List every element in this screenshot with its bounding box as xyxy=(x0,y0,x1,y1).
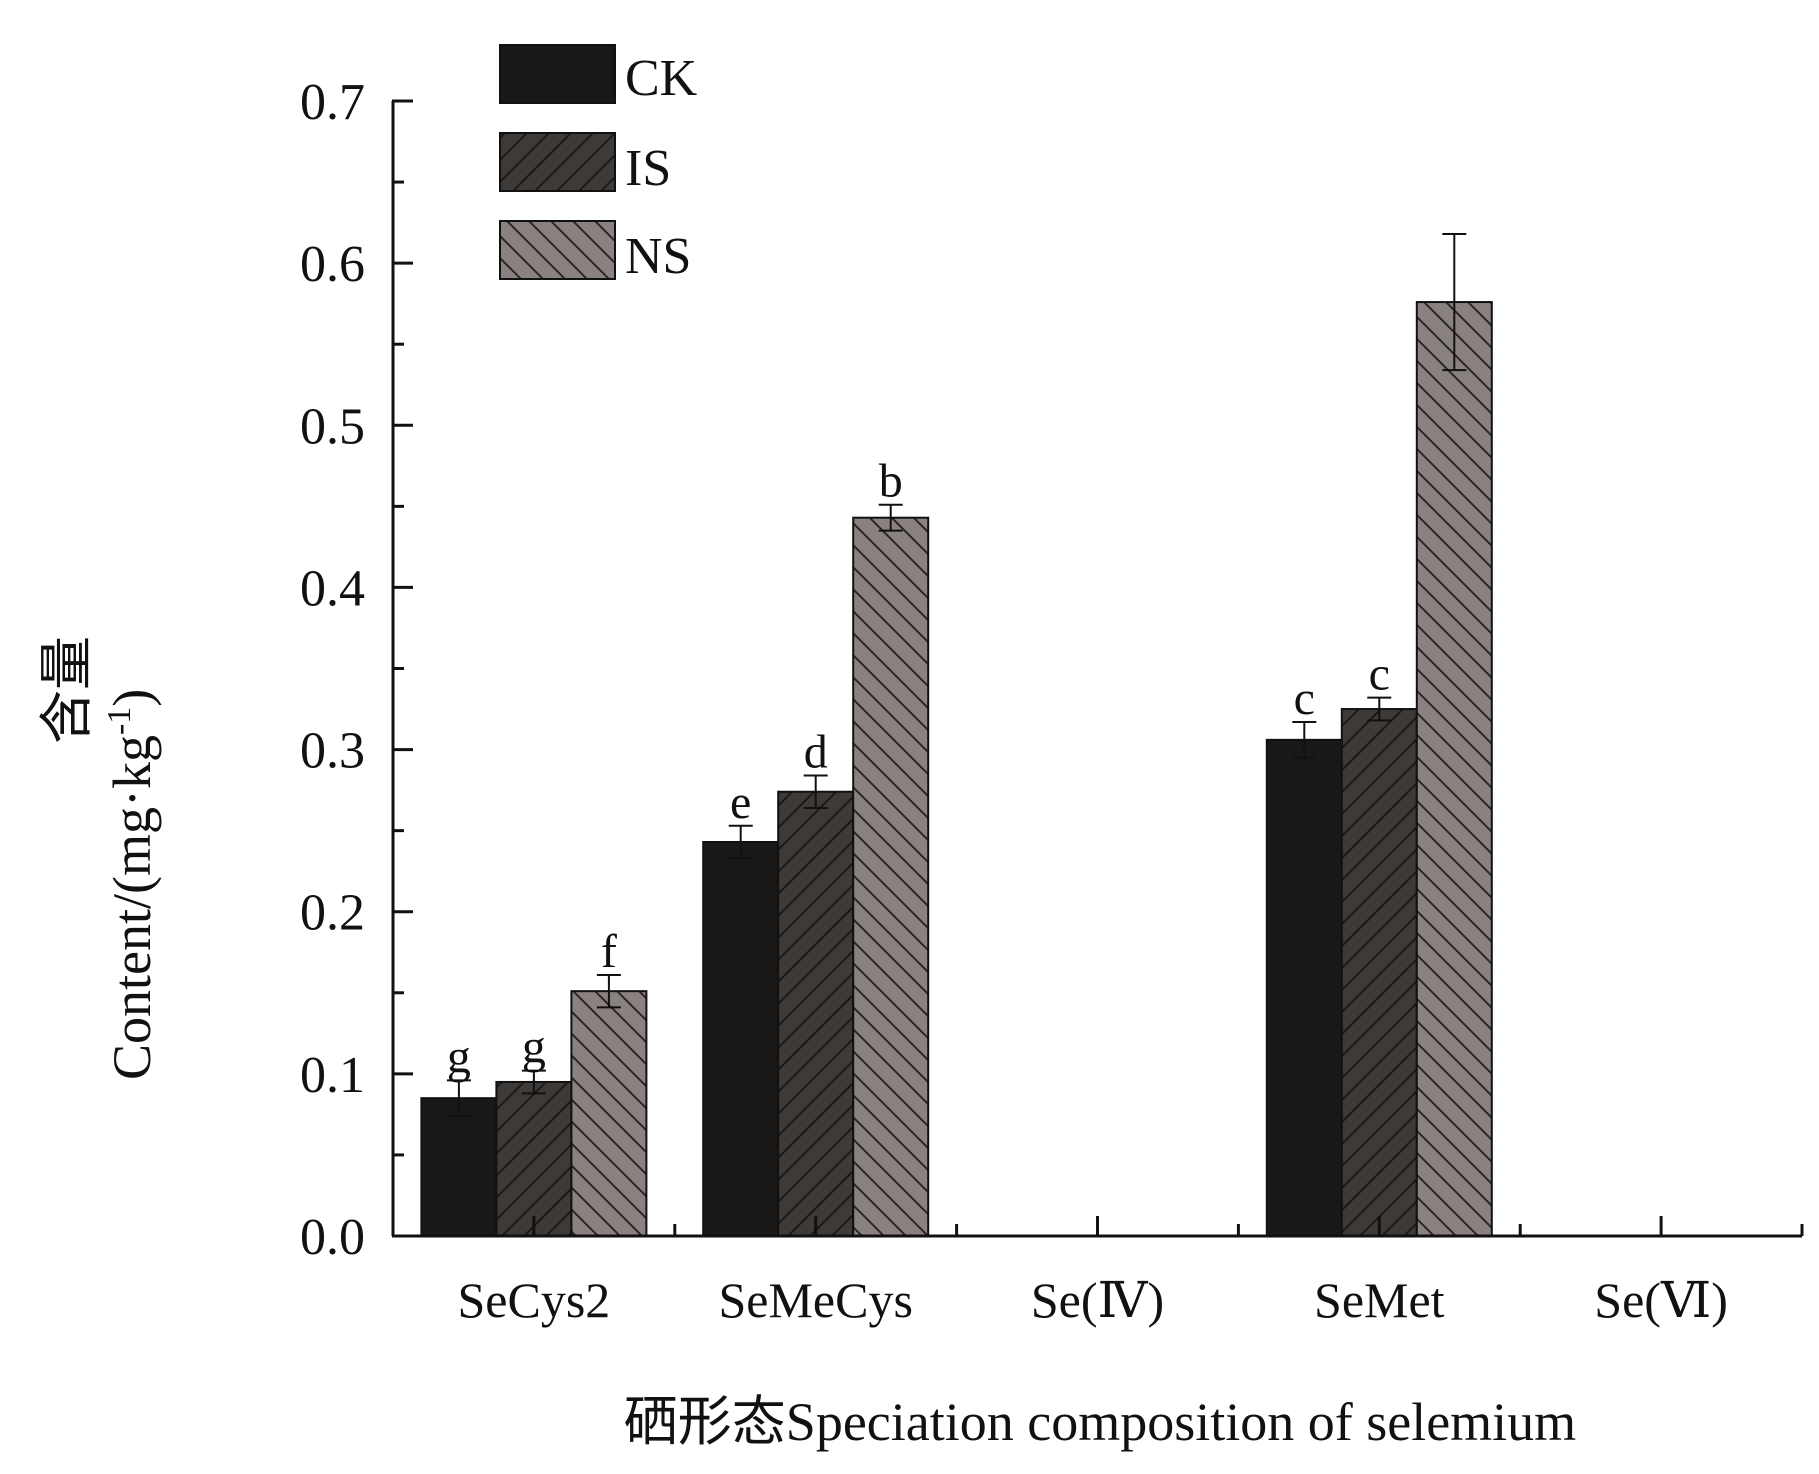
legend-swatch-ck xyxy=(499,44,616,104)
y-axis-title-close: ) xyxy=(102,689,162,707)
bar-is-1 xyxy=(777,790,855,1237)
significance-label: d xyxy=(804,726,828,779)
significance-label: g xyxy=(447,1030,471,1083)
y-axis-title-text: Content/(mg·kg xyxy=(102,735,162,1080)
bar-ck-0 xyxy=(420,1097,498,1238)
x-category-label: SeCys2 xyxy=(457,1272,610,1328)
significance-label: e xyxy=(730,776,751,829)
legend: CK IS NS xyxy=(499,44,698,285)
x-category-label: SeMeCys xyxy=(718,1272,912,1328)
y-axis-title-superscript: -1 xyxy=(101,707,138,735)
y-tick-label: 0.7 xyxy=(300,74,365,131)
y-tick-label: 0.6 xyxy=(300,236,365,293)
plot-area xyxy=(420,232,1493,1238)
bar-ns-3 xyxy=(1415,301,1493,1237)
significance-label: f xyxy=(601,925,617,978)
y-tick-label: 0.4 xyxy=(300,560,365,617)
y-tick-label: 0.0 xyxy=(300,1209,365,1266)
bar-ns-1 xyxy=(852,516,930,1237)
axes xyxy=(391,99,1804,1238)
significance-label: c xyxy=(1369,648,1390,701)
legend-swatch-is xyxy=(499,132,616,192)
y-tick-label: 0.1 xyxy=(300,1047,365,1104)
bar-is-0 xyxy=(495,1080,573,1237)
legend-label-is: IS xyxy=(625,140,671,197)
significance-label: g xyxy=(522,1021,546,1074)
x-category-label: SeMet xyxy=(1314,1272,1445,1328)
x-axis-title: 硒形态Speciation composition of selemium xyxy=(624,1392,1576,1452)
y-tick-label: 0.3 xyxy=(300,723,365,780)
legend-label-ck: CK xyxy=(625,50,698,107)
y-axis-title-main: Content/(mg·kg-1) xyxy=(101,689,162,1080)
legend-label-ns: NS xyxy=(625,228,691,285)
y-tick-label: 0.2 xyxy=(300,885,365,942)
bar-ns-0 xyxy=(570,990,648,1238)
y-tick-label: 0.5 xyxy=(300,398,365,455)
x-category-label: Se(Ⅳ) xyxy=(1031,1272,1164,1328)
labels: g e c g d c f b 0.0 0.1 0.2 0.3 0.4 0.5 0.6 0.7 SeCys2 Se… xyxy=(300,74,1728,1328)
bar-is-3 xyxy=(1340,708,1418,1237)
bar-ck-1 xyxy=(702,840,780,1237)
significance-label: b xyxy=(879,455,903,508)
x-category-label: Se(Ⅵ) xyxy=(1594,1272,1728,1328)
svg-text:Content/(mg·kg-1): Content/(mg·kg-1) xyxy=(101,689,162,1080)
significance-label: c xyxy=(1294,672,1315,725)
bar-ck-3 xyxy=(1265,738,1343,1237)
y-axis-title-cn: 含量 xyxy=(37,636,97,744)
legend-swatch-ns xyxy=(499,220,616,280)
